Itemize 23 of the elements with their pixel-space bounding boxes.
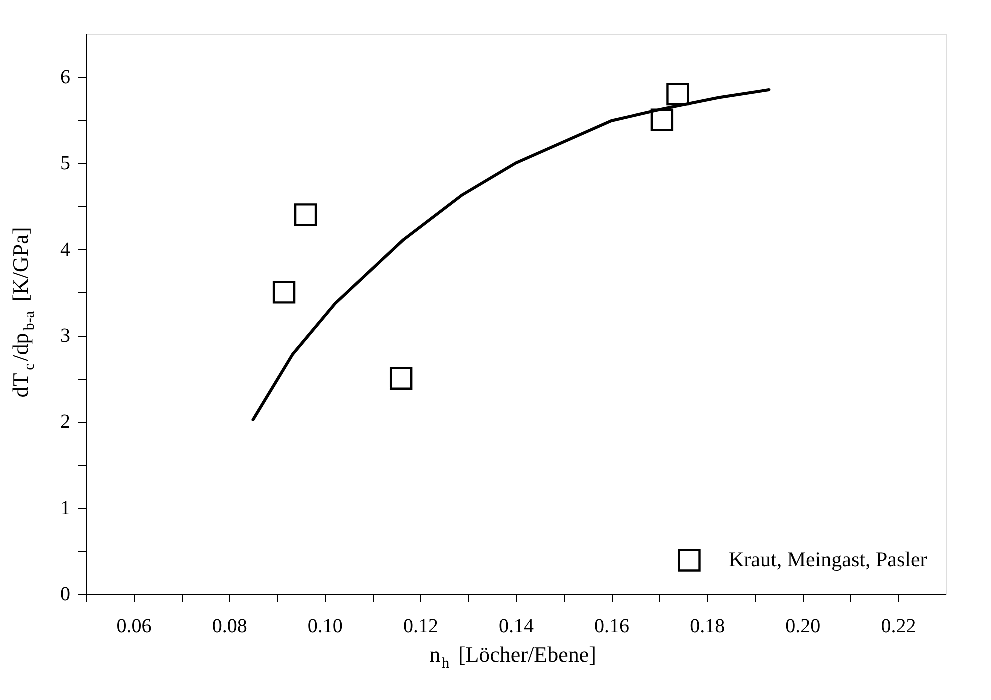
y-tick-label: 3	[60, 325, 70, 348]
x-tick-label: 0.12	[403, 616, 438, 638]
y-tick-label: 4	[60, 238, 70, 261]
y-axis-title: dTc/dpb-a [K/GPa]	[8, 227, 38, 398]
point	[272, 281, 296, 304]
y-tick-label: 2	[60, 411, 70, 434]
x-tick-label: 0.06	[116, 616, 152, 638]
y-tick-label: 6	[60, 66, 70, 89]
legend-label: Kraut, Meingast, Pasler	[729, 548, 928, 572]
x-tick-label: 0.14	[499, 616, 534, 638]
point	[650, 108, 674, 132]
point	[390, 367, 413, 390]
x-tick-label: 0.10	[308, 616, 343, 638]
x-tick-label: 0.22	[881, 616, 916, 638]
x-tick-label: 0.20	[786, 616, 821, 638]
x-tick-label: 0.18	[690, 616, 726, 638]
point	[666, 82, 690, 106]
x-tick-label: 0.16	[594, 616, 630, 638]
x-tick-label: 0.08	[212, 616, 248, 638]
y-tick-label: 0	[60, 584, 70, 606]
point	[294, 204, 318, 226]
y-tick-label: 1	[60, 497, 70, 520]
y-tick-label: 5	[60, 152, 70, 175]
